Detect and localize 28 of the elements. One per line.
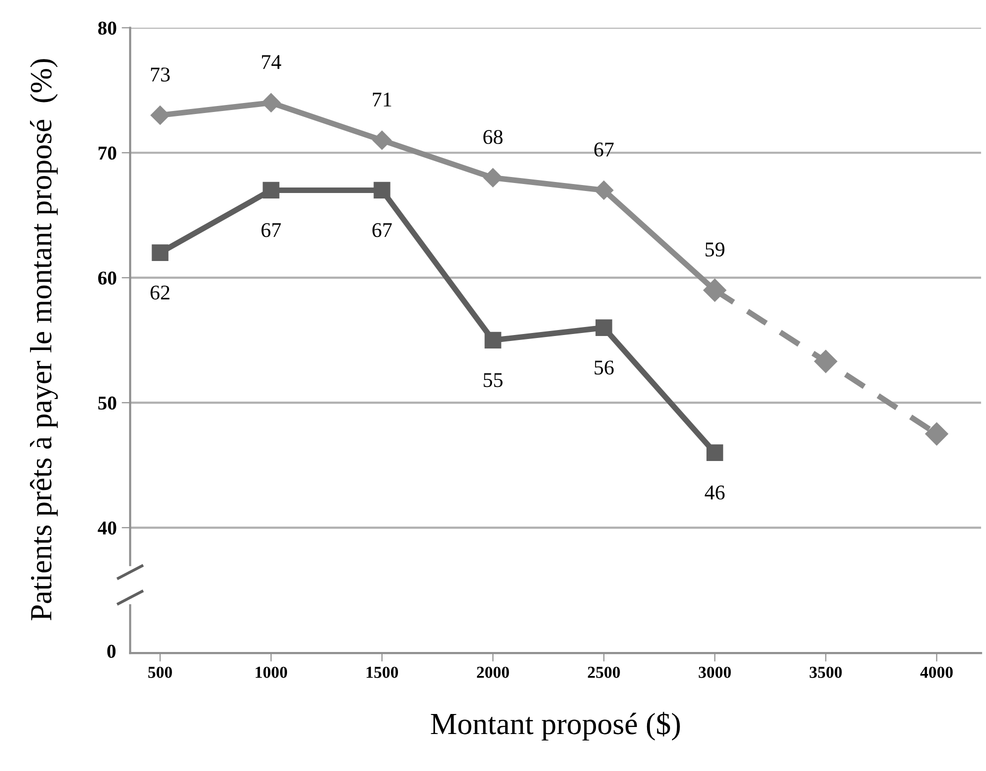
y-tick-label: 60 — [98, 272, 116, 285]
data-label: 62 — [150, 286, 170, 300]
y-tick-label: 70 — [98, 146, 116, 160]
x-tick-label: 3000 — [698, 666, 731, 678]
data-label: 46 — [704, 486, 725, 500]
y-tick-label: 80 — [98, 22, 116, 35]
y-axis-title: Patients prêts à payer le montant proposé (%) — [30, 59, 58, 620]
x-axis-title: Montant proposé ($) — [430, 712, 680, 741]
text: 0 — [107, 644, 116, 658]
data-label: 71 — [372, 92, 392, 106]
x-tick-label: 1000 — [256, 666, 288, 678]
x-tick-label: 2500 — [588, 666, 620, 678]
data-label: 67 — [372, 223, 392, 238]
data-label: 67 — [594, 142, 614, 157]
data-label: 74 — [262, 55, 282, 69]
x-tick-label: 1500 — [366, 666, 398, 678]
data-label: 68 — [483, 130, 503, 144]
data-label: 73 — [151, 68, 170, 82]
x-tick-label: 2000 — [476, 666, 509, 678]
x-tick-label: 4000 — [920, 666, 953, 678]
data-label: 67 — [262, 223, 281, 238]
y-tick-label: 50 — [98, 396, 116, 410]
x-tick-label: 500 — [148, 666, 172, 678]
data-label: 59 — [706, 242, 724, 257]
x-tick-label: 3500 — [810, 666, 842, 678]
data-label: 56 — [594, 360, 614, 375]
data-label: 55 — [484, 373, 503, 388]
y-tick-label: 40 — [98, 521, 116, 535]
